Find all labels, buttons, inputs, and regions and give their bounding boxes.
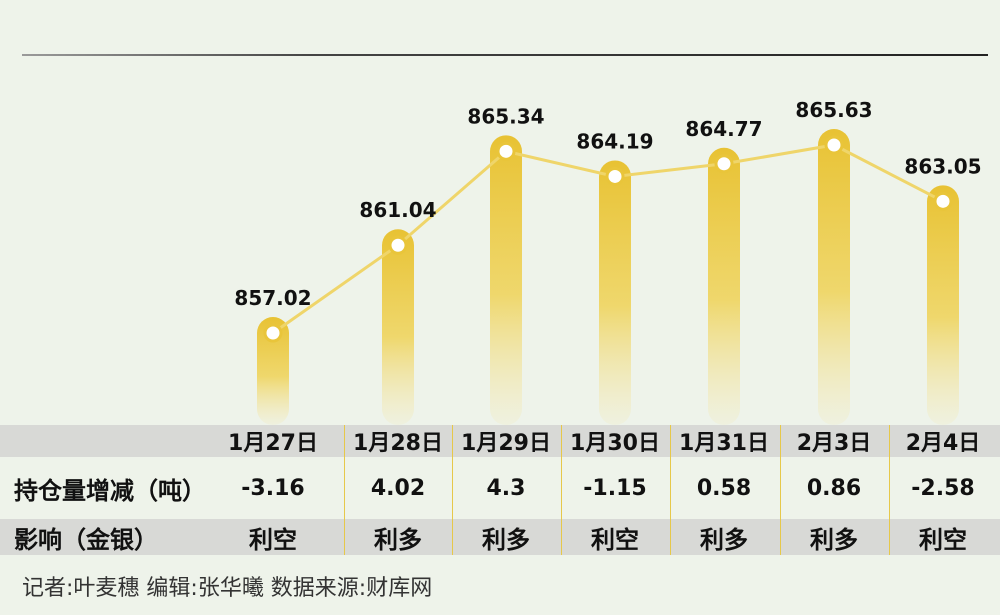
column-divider — [451, 425, 453, 555]
impact-cell-1: 利多 — [374, 525, 422, 554]
line-point-6 — [933, 191, 953, 211]
impact-cell-5: 利多 — [810, 525, 858, 554]
line-point-2 — [496, 141, 516, 161]
value-label-0: 857.02 — [234, 286, 311, 310]
impact-cell-6: 利空 — [919, 525, 967, 554]
column-divider — [888, 425, 890, 555]
date-cell-2: 1月29日 — [461, 431, 551, 456]
bar-5 — [818, 129, 850, 425]
bar-line-chart: 857.02 861.04 865.34 864.19 864.77 865.63 863.… — [234, 98, 982, 425]
impact-row-label: 影响（金银） — [14, 525, 158, 554]
change-cell-3: -1.15 — [583, 475, 647, 501]
impact-cell-2: 利多 — [482, 525, 530, 554]
impact-cell-4: 利多 — [700, 525, 748, 554]
date-cell-5: 2月3日 — [796, 431, 872, 456]
date-cell-6: 2月4日 — [905, 431, 981, 456]
bar-3 — [599, 160, 631, 425]
impact-cell-3: 利空 — [591, 525, 639, 554]
date-cell-0: 1月27日 — [228, 431, 318, 456]
column-divider — [343, 425, 345, 555]
change-cell-2: 4.3 — [486, 475, 526, 501]
date-cell-1: 1月28日 — [353, 431, 443, 456]
change-row: 持仓量增减（吨） -3.16 4.02 4.3 -1.15 0.58 0.86 -2.58 — [0, 457, 1000, 519]
line-point-4 — [714, 154, 734, 174]
line-point-5 — [824, 135, 844, 155]
date-cell-3: 1月30日 — [570, 431, 660, 456]
column-divider — [779, 425, 781, 555]
top-divider — [22, 54, 988, 56]
column-divider — [560, 425, 562, 555]
change-cell-4: 0.58 — [696, 475, 752, 501]
line-point-1 — [388, 235, 408, 255]
bar-6 — [927, 185, 959, 425]
value-label-1: 861.04 — [359, 198, 436, 222]
bar-4 — [708, 147, 740, 425]
impact-row: 影响（金银） 利空 利多 利多 利空 利多 利多 利空 — [0, 519, 1000, 555]
credit-line: 记者:叶麦穗 编辑:张华曦 数据来源:财库网 — [22, 576, 433, 601]
bar-2 — [490, 135, 522, 425]
line-point-0 — [263, 323, 283, 343]
bar-1 — [382, 229, 414, 425]
change-cell-1: 4.02 — [370, 475, 426, 501]
value-label-4: 864.77 — [685, 117, 762, 141]
value-label-5: 865.63 — [795, 98, 872, 122]
value-label-3: 864.19 — [576, 129, 653, 153]
date-row: 1月27日 1月28日 1月29日 1月30日 1月31日 2月3日 2月4日 — [0, 425, 1000, 457]
change-row-label: 持仓量增减（吨） — [14, 476, 206, 505]
date-cell-4: 1月31日 — [679, 431, 769, 456]
value-label-6: 863.05 — [904, 154, 981, 178]
column-divider — [669, 425, 671, 555]
change-cell-6: -2.58 — [911, 475, 975, 501]
line-point-3 — [605, 166, 625, 186]
change-cell-0: -3.16 — [241, 475, 305, 501]
change-cell-5: 0.86 — [806, 475, 862, 501]
value-label-2: 865.34 — [467, 104, 544, 128]
impact-cell-0: 利空 — [249, 525, 297, 554]
bar-0 — [257, 317, 289, 425]
